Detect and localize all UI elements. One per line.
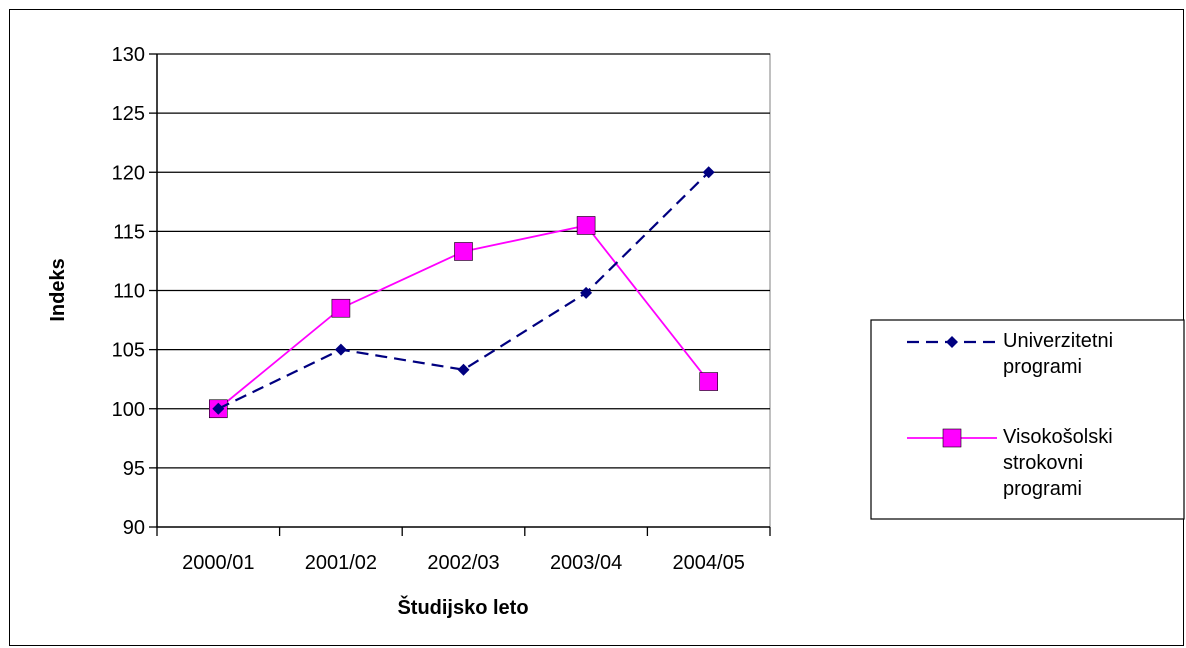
- y-tick-labels: 90 95 100 105 110 115 120 125 130: [112, 44, 145, 539]
- y-tick-label: 125: [112, 103, 145, 125]
- series-univerzitetni: [212, 166, 715, 415]
- data-point: [331, 298, 351, 318]
- x-tick-labels: 2000/01 2001/02 2002/03 2003/04 2004/05: [182, 552, 745, 574]
- x-tick-label: 2000/01: [182, 552, 254, 574]
- legend-label: programi: [1003, 478, 1082, 500]
- data-point: [334, 343, 347, 356]
- y-tick-label: 95: [123, 458, 145, 480]
- series-layer: [209, 166, 719, 419]
- axes: [149, 53, 771, 536]
- data-point: [457, 363, 470, 376]
- x-axis-title: Študijsko leto: [397, 595, 528, 619]
- legend-label: programi: [1003, 356, 1082, 378]
- legend-marker: [942, 428, 962, 448]
- legend-marker: [946, 336, 958, 348]
- x-tick-label: 2004/05: [673, 552, 745, 574]
- x-tick-label: 2002/03: [427, 552, 499, 574]
- y-tick-label: 105: [112, 340, 145, 362]
- y-tick-label: 90: [123, 517, 145, 539]
- data-point: [699, 372, 719, 391]
- legend-label: Visokošolski: [1003, 426, 1113, 448]
- data-point: [454, 242, 473, 261]
- data-point: [212, 402, 225, 415]
- gridlines: [157, 53, 770, 469]
- legend-box: [870, 319, 1185, 520]
- x-tick-label: 2003/04: [550, 552, 622, 574]
- x-tick-label: 2001/02: [305, 552, 377, 574]
- y-axis-title: Indeks: [47, 258, 69, 321]
- y-tick-label: 115: [113, 221, 145, 243]
- data-point: [580, 286, 593, 299]
- data-point: [702, 166, 715, 179]
- legend-label: Univerzitetni: [1003, 330, 1113, 352]
- y-tick-label: 110: [113, 281, 145, 303]
- data-point: [576, 216, 596, 235]
- y-tick-label: 130: [112, 44, 145, 66]
- legend: Univerzitetni programi Visokošolski strokov…: [870, 319, 1185, 520]
- series-visokosolski: [209, 216, 719, 419]
- y-tick-label: 100: [112, 399, 145, 421]
- series-line: [217, 171, 710, 410]
- y-tick-label: 120: [112, 162, 145, 184]
- legend-label: strokovni: [1003, 452, 1083, 474]
